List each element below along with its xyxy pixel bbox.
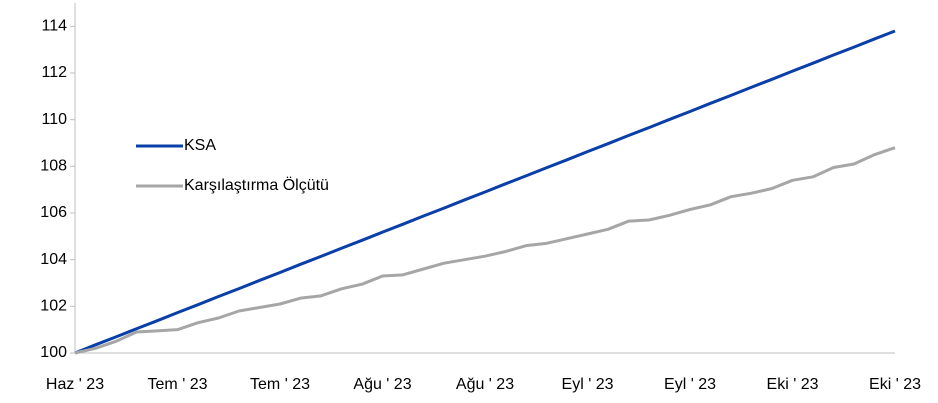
x-tick-label: Eki ' 23 <box>869 376 921 393</box>
y-tick-label: 106 <box>40 204 67 221</box>
x-tick-label: Eyl ' 23 <box>664 376 716 393</box>
series-line <box>74 29 896 355</box>
y-tick-label: 100 <box>40 344 67 361</box>
x-tick-label: Haz ' 23 <box>46 376 104 393</box>
y-tick-label: 112 <box>41 64 67 81</box>
x-tick-label: Tem ' 23 <box>148 376 208 393</box>
y-tick-label: 110 <box>41 111 67 128</box>
x-tick-label: Eki ' 23 <box>767 376 819 393</box>
x-tick-label: Ağu ' 23 <box>353 376 411 393</box>
legend-label: Karşılaştırma Ölçütü <box>184 176 329 194</box>
y-tick-label: 108 <box>40 158 67 175</box>
legend-label: KSA <box>184 137 216 154</box>
series-line <box>74 146 896 355</box>
y-tick-label: 102 <box>40 298 67 315</box>
y-tick-label: 114 <box>41 18 67 35</box>
x-tick-label: Tem ' 23 <box>250 376 310 393</box>
y-tick-label: 104 <box>40 251 67 268</box>
x-tick-label: Eyl ' 23 <box>562 376 614 393</box>
x-tick-label: Ağu ' 23 <box>456 376 514 393</box>
